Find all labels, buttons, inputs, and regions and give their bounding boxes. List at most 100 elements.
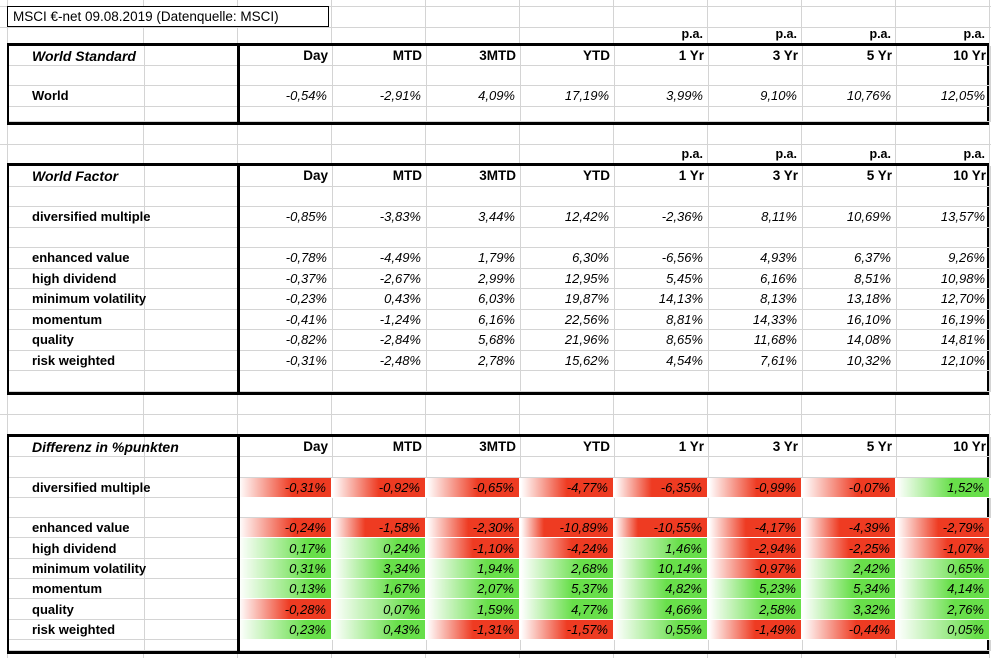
empty-cell[interactable] bbox=[709, 227, 803, 248]
empty-cell[interactable] bbox=[427, 371, 521, 392]
row-label[interactable]: enhanced value bbox=[9, 248, 145, 269]
diff-value-cell[interactable]: 1,94% bbox=[427, 558, 521, 580]
empty-cell[interactable] bbox=[145, 538, 239, 559]
row-label[interactable]: risk weighted bbox=[9, 350, 145, 371]
value-cell[interactable]: -0,78% bbox=[239, 248, 333, 269]
empty-cell[interactable] bbox=[145, 599, 239, 620]
diff-value-cell[interactable]: -1,57% bbox=[521, 619, 615, 640]
row-label[interactable]: diversified multiple bbox=[9, 477, 150, 498]
empty-cell[interactable] bbox=[803, 457, 897, 478]
value-cell[interactable]: 9,10% bbox=[709, 86, 803, 107]
diff-value-cell[interactable]: -0,92% bbox=[333, 477, 427, 498]
value-cell[interactable]: 21,96% bbox=[521, 330, 615, 351]
empty-cell[interactable] bbox=[427, 639, 521, 651]
diff-value-cell[interactable]: -1,31% bbox=[427, 619, 521, 640]
diff-value-cell[interactable]: 0,13% bbox=[239, 579, 333, 600]
empty-cell[interactable] bbox=[145, 639, 239, 651]
value-cell[interactable]: 10,76% bbox=[803, 86, 897, 107]
empty-cell[interactable] bbox=[521, 497, 615, 519]
column-header[interactable]: 10 Yr bbox=[897, 166, 991, 187]
value-cell[interactable]: 13,57% bbox=[897, 207, 991, 228]
empty-cell[interactable] bbox=[709, 106, 803, 122]
empty-cell[interactable] bbox=[709, 186, 803, 207]
value-cell[interactable]: -4,49% bbox=[333, 248, 427, 269]
empty-cell[interactable] bbox=[333, 66, 427, 86]
column-header[interactable]: 3 Yr bbox=[709, 437, 803, 458]
empty-cell[interactable] bbox=[9, 497, 145, 519]
empty-cell[interactable] bbox=[521, 457, 615, 478]
value-cell[interactable]: 10,32% bbox=[803, 350, 897, 371]
diff-value-cell[interactable]: -0,07% bbox=[803, 477, 897, 498]
column-header[interactable]: YTD bbox=[521, 166, 615, 187]
empty-cell[interactable] bbox=[615, 371, 709, 392]
empty-cell[interactable] bbox=[145, 457, 239, 478]
diff-value-cell[interactable]: 1,67% bbox=[333, 579, 427, 600]
diff-value-cell[interactable]: 4,66% bbox=[615, 599, 709, 620]
empty-cell[interactable] bbox=[709, 66, 803, 86]
value-cell[interactable]: 14,81% bbox=[897, 330, 991, 351]
empty-cell[interactable] bbox=[333, 497, 427, 519]
empty-cell[interactable] bbox=[333, 227, 427, 248]
empty-cell[interactable] bbox=[145, 497, 239, 519]
column-header[interactable]: 1 Yr bbox=[615, 166, 709, 187]
value-cell[interactable]: -6,56% bbox=[615, 248, 709, 269]
value-cell[interactable]: 6,16% bbox=[427, 309, 521, 330]
diff-value-cell[interactable]: -0,24% bbox=[239, 518, 333, 539]
row-label[interactable]: minimum volatility bbox=[9, 289, 146, 310]
empty-cell[interactable] bbox=[521, 106, 615, 122]
row-label[interactable]: momentum bbox=[9, 309, 145, 330]
empty-cell[interactable] bbox=[615, 497, 709, 519]
empty-cell[interactable] bbox=[427, 186, 521, 207]
value-cell[interactable]: 8,11% bbox=[709, 207, 803, 228]
column-header[interactable]: 3MTD bbox=[427, 437, 521, 458]
empty-cell[interactable] bbox=[333, 371, 427, 392]
column-header[interactable]: 3MTD bbox=[427, 46, 521, 66]
empty-cell[interactable] bbox=[239, 227, 333, 248]
empty-cell[interactable] bbox=[521, 66, 615, 86]
diff-value-cell[interactable]: -4,17% bbox=[709, 518, 803, 539]
value-cell[interactable]: 14,33% bbox=[709, 309, 803, 330]
column-header[interactable]: 3 Yr bbox=[709, 46, 803, 66]
diff-value-cell[interactable]: -2,25% bbox=[803, 538, 897, 559]
value-cell[interactable]: 10,69% bbox=[803, 207, 897, 228]
column-header[interactable]: Day bbox=[239, 46, 333, 66]
empty-cell[interactable] bbox=[615, 227, 709, 248]
empty-cell[interactable] bbox=[145, 619, 239, 640]
diff-value-cell[interactable]: -1,49% bbox=[709, 619, 803, 640]
column-header[interactable]: 3 Yr bbox=[709, 166, 803, 187]
diff-value-cell[interactable]: 2,76% bbox=[897, 599, 991, 620]
empty-cell[interactable] bbox=[145, 558, 239, 580]
value-cell[interactable]: 17,19% bbox=[521, 86, 615, 107]
empty-cell[interactable] bbox=[803, 639, 897, 651]
value-cell[interactable]: 2,78% bbox=[427, 350, 521, 371]
diff-value-cell[interactable]: 1,46% bbox=[615, 538, 709, 559]
column-header[interactable]: 1 Yr bbox=[615, 46, 709, 66]
empty-cell[interactable] bbox=[145, 86, 239, 107]
value-cell[interactable]: 11,68% bbox=[709, 330, 803, 351]
value-cell[interactable]: 9,26% bbox=[897, 248, 991, 269]
column-header[interactable]: YTD bbox=[521, 437, 615, 458]
empty-cell[interactable] bbox=[145, 166, 239, 187]
row-label[interactable]: diversified multiple bbox=[9, 207, 150, 228]
column-header[interactable]: Day bbox=[239, 166, 333, 187]
column-header[interactable]: Day bbox=[239, 437, 333, 458]
value-cell[interactable]: 6,37% bbox=[803, 248, 897, 269]
empty-cell[interactable] bbox=[897, 457, 991, 478]
empty-cell[interactable] bbox=[521, 186, 615, 207]
value-cell[interactable]: -1,24% bbox=[333, 309, 427, 330]
value-cell[interactable]: 0,43% bbox=[333, 289, 427, 310]
empty-cell[interactable] bbox=[709, 457, 803, 478]
empty-cell[interactable] bbox=[333, 457, 427, 478]
empty-cell[interactable] bbox=[427, 227, 521, 248]
value-cell[interactable]: 6,03% bbox=[427, 289, 521, 310]
value-cell[interactable]: 15,62% bbox=[521, 350, 615, 371]
diff-value-cell[interactable]: 3,32% bbox=[803, 599, 897, 620]
value-cell[interactable]: 4,93% bbox=[709, 248, 803, 269]
value-cell[interactable]: 5,45% bbox=[615, 268, 709, 289]
diff-value-cell[interactable]: 3,34% bbox=[333, 558, 427, 580]
column-header[interactable]: 1 Yr bbox=[615, 437, 709, 458]
empty-cell[interactable] bbox=[239, 371, 333, 392]
value-cell[interactable]: 12,95% bbox=[521, 268, 615, 289]
row-label[interactable]: World bbox=[9, 86, 145, 107]
value-cell[interactable]: -0,37% bbox=[239, 268, 333, 289]
